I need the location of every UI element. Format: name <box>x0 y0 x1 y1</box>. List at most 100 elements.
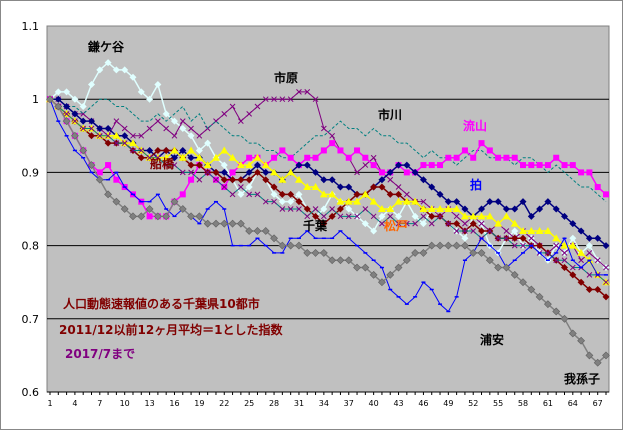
data-point <box>121 66 129 74</box>
data-point <box>436 205 445 212</box>
data-point <box>362 206 369 212</box>
data-point <box>495 154 502 161</box>
data-point <box>195 161 203 169</box>
data-point <box>104 59 112 67</box>
data-point <box>428 212 436 220</box>
data-point <box>519 226 528 234</box>
data-point <box>79 117 87 125</box>
data-point <box>162 110 170 118</box>
data-point <box>478 220 485 227</box>
x-axis: 1 4 7 10 13 16 19 22 25 28 31 34 37 40 43 46 49 52 55 58 61 6… <box>47 391 609 408</box>
data-point <box>452 241 461 250</box>
data-point <box>312 96 319 103</box>
data-point <box>362 162 369 168</box>
series-label: 浦安 <box>480 332 504 347</box>
data-point <box>71 95 79 103</box>
data-point <box>303 248 312 257</box>
data-point <box>419 205 428 212</box>
data-point <box>585 286 593 294</box>
data-point <box>370 213 377 220</box>
data-point <box>253 227 262 235</box>
data-point <box>137 212 146 221</box>
data-point <box>312 212 320 220</box>
data-point <box>270 183 278 191</box>
data-point <box>246 110 253 117</box>
data-point <box>394 197 403 205</box>
data-point <box>228 153 237 161</box>
data-point <box>419 220 427 228</box>
data-point <box>453 220 461 228</box>
data-point <box>146 154 153 161</box>
y-tick-label: 1 <box>32 93 39 106</box>
y-axis: 1.1 1 0.9 0.8 0.7 0.6 <box>22 20 40 399</box>
data-point <box>344 197 353 205</box>
data-point <box>528 235 535 242</box>
data-point <box>485 256 494 265</box>
data-point <box>354 169 360 176</box>
data-point <box>46 95 54 104</box>
x-tick-label: 67 <box>593 399 603 408</box>
data-point <box>462 228 468 234</box>
data-point <box>394 263 403 272</box>
data-point <box>569 220 577 228</box>
data-point <box>262 168 270 176</box>
data-point <box>130 147 136 154</box>
data-point <box>420 198 427 205</box>
data-point <box>163 162 170 168</box>
data-point <box>311 183 320 191</box>
data-point <box>295 198 303 206</box>
data-point <box>179 146 187 154</box>
data-point <box>304 154 311 161</box>
data-point <box>220 168 228 176</box>
data-point <box>436 241 444 250</box>
data-point <box>577 248 586 256</box>
data-point <box>304 89 311 95</box>
data-point <box>477 212 486 220</box>
data-point <box>203 219 212 228</box>
data-point <box>470 228 477 234</box>
data-point <box>287 190 295 198</box>
data-point <box>427 205 436 212</box>
data-point <box>211 153 220 161</box>
data-point <box>295 241 303 250</box>
data-point <box>229 169 236 176</box>
data-point <box>445 220 452 227</box>
data-point <box>162 212 171 221</box>
data-point <box>87 81 95 89</box>
data-point <box>519 278 527 287</box>
data-point <box>320 176 328 184</box>
data-point <box>402 197 411 205</box>
data-point <box>395 161 403 169</box>
data-point <box>535 226 544 234</box>
data-point <box>603 264 609 271</box>
data-point <box>188 176 195 183</box>
data-point <box>577 278 585 286</box>
data-point <box>320 125 327 132</box>
data-point <box>212 219 220 228</box>
data-point <box>320 205 328 213</box>
data-point <box>287 198 295 206</box>
data-point <box>163 125 170 132</box>
data-point <box>469 212 478 220</box>
data-point <box>553 154 560 161</box>
data-point <box>586 250 593 256</box>
data-point <box>87 117 95 125</box>
data-point <box>229 191 236 198</box>
data-point <box>428 183 436 191</box>
data-point <box>87 132 95 140</box>
data-point <box>179 191 186 198</box>
data-point <box>204 169 211 176</box>
series-label: 松戸 <box>384 218 408 233</box>
data-point <box>146 95 154 103</box>
data-point <box>527 285 536 294</box>
data-point <box>129 73 137 81</box>
data-point <box>535 292 544 301</box>
data-point <box>319 248 328 257</box>
data-point <box>578 257 584 264</box>
data-point <box>271 198 277 205</box>
data-point <box>520 162 527 169</box>
series-label: 鎌ケ谷 <box>87 39 125 54</box>
annotation-line-2: 2011/12以前12ヶ月平均＝1とした指数 <box>59 322 284 337</box>
data-point <box>262 96 269 103</box>
data-point <box>261 161 270 169</box>
